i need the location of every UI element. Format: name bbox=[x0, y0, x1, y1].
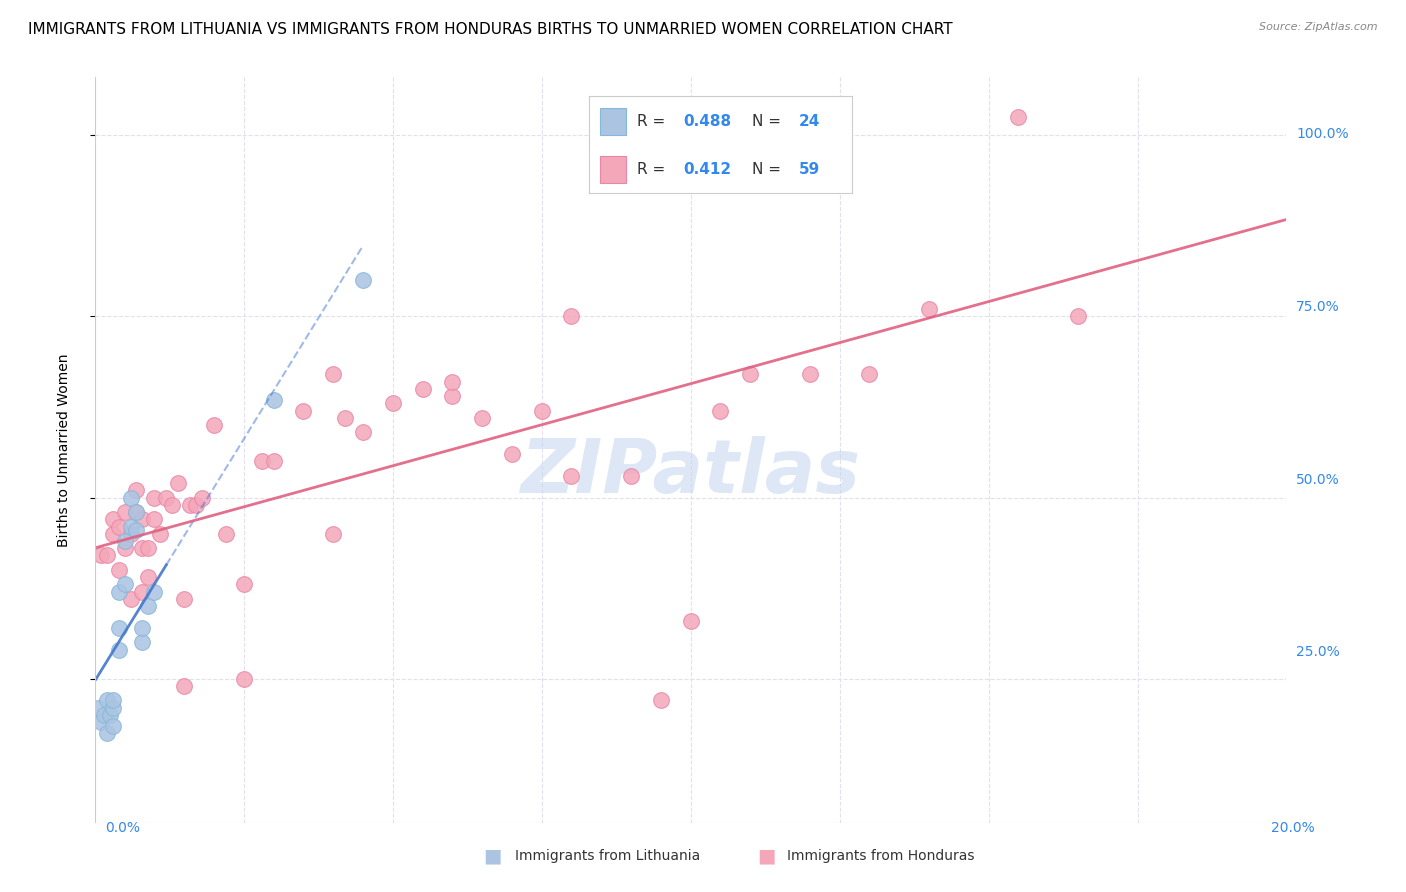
Point bbox=[381, 396, 404, 410]
Point bbox=[101, 719, 124, 733]
Point bbox=[125, 523, 148, 537]
Point bbox=[138, 599, 160, 614]
Point bbox=[560, 310, 582, 324]
Point bbox=[155, 491, 177, 505]
Point bbox=[799, 368, 821, 382]
Point bbox=[131, 635, 153, 649]
Point bbox=[120, 491, 142, 505]
Point bbox=[101, 700, 124, 714]
Point bbox=[98, 707, 121, 722]
Point bbox=[114, 534, 136, 549]
Text: IMMIGRANTS FROM LITHUANIA VS IMMIGRANTS FROM HONDURAS BIRTHS TO UNMARRIED WOMEN : IMMIGRANTS FROM LITHUANIA VS IMMIGRANTS … bbox=[28, 22, 953, 37]
Point bbox=[1067, 310, 1090, 324]
Point bbox=[441, 389, 464, 403]
Point bbox=[120, 526, 142, 541]
Point bbox=[263, 454, 285, 468]
Text: Immigrants from Lithuania: Immigrants from Lithuania bbox=[515, 849, 700, 863]
Point bbox=[114, 577, 136, 591]
Point bbox=[333, 410, 356, 425]
Point bbox=[322, 526, 344, 541]
Point bbox=[560, 468, 582, 483]
Point bbox=[125, 505, 148, 519]
Point bbox=[173, 679, 195, 693]
Text: Source: ZipAtlas.com: Source: ZipAtlas.com bbox=[1260, 22, 1378, 32]
Point bbox=[149, 526, 172, 541]
Point bbox=[131, 621, 153, 635]
Point bbox=[120, 519, 142, 533]
Point bbox=[232, 577, 254, 591]
Point bbox=[101, 512, 124, 526]
Point bbox=[96, 549, 118, 563]
Point bbox=[322, 368, 344, 382]
Point bbox=[107, 519, 129, 533]
Point bbox=[143, 512, 166, 526]
Point bbox=[412, 382, 434, 396]
Point bbox=[120, 591, 142, 606]
Point bbox=[96, 693, 118, 707]
Text: Immigrants from Honduras: Immigrants from Honduras bbox=[787, 849, 974, 863]
Point bbox=[125, 483, 148, 498]
Point bbox=[138, 570, 160, 584]
Point bbox=[167, 476, 190, 491]
Point bbox=[107, 584, 129, 599]
Text: ■: ■ bbox=[756, 847, 776, 866]
Point bbox=[215, 526, 238, 541]
Point bbox=[352, 273, 374, 287]
Point bbox=[709, 403, 731, 417]
Point bbox=[679, 614, 702, 628]
Point bbox=[441, 375, 464, 389]
Point bbox=[90, 715, 112, 730]
Point bbox=[263, 392, 285, 407]
Point bbox=[93, 707, 115, 722]
Point bbox=[202, 418, 225, 433]
Point bbox=[114, 541, 136, 556]
Point bbox=[173, 591, 195, 606]
Point bbox=[292, 403, 315, 417]
Point bbox=[232, 672, 254, 686]
Point bbox=[138, 541, 160, 556]
Point bbox=[250, 454, 273, 468]
Point bbox=[125, 505, 148, 519]
Point bbox=[191, 491, 214, 505]
Point bbox=[131, 584, 153, 599]
Point bbox=[131, 512, 153, 526]
Point bbox=[352, 425, 374, 440]
Point bbox=[162, 498, 184, 512]
Point bbox=[143, 491, 166, 505]
Point bbox=[858, 368, 880, 382]
Point bbox=[143, 584, 166, 599]
Y-axis label: Births to Unmarried Women: Births to Unmarried Women bbox=[58, 354, 72, 547]
Point bbox=[620, 468, 643, 483]
Point bbox=[179, 498, 201, 512]
Point bbox=[740, 368, 762, 382]
Point bbox=[101, 693, 124, 707]
Point bbox=[1007, 110, 1029, 124]
Point bbox=[101, 526, 124, 541]
Point bbox=[650, 693, 672, 707]
Point bbox=[96, 726, 118, 740]
Point bbox=[918, 302, 941, 317]
Text: 0.0%: 0.0% bbox=[105, 821, 141, 835]
Point bbox=[114, 505, 136, 519]
Point bbox=[107, 642, 129, 657]
Point bbox=[501, 447, 523, 461]
Point bbox=[87, 700, 110, 714]
Point bbox=[184, 498, 207, 512]
Point bbox=[679, 110, 702, 124]
Text: ■: ■ bbox=[482, 847, 502, 866]
Point bbox=[471, 410, 494, 425]
Text: ZIPatlas: ZIPatlas bbox=[520, 436, 860, 509]
Point bbox=[107, 563, 129, 577]
Text: 20.0%: 20.0% bbox=[1271, 821, 1315, 835]
Point bbox=[530, 403, 553, 417]
Point bbox=[90, 549, 112, 563]
Point bbox=[107, 621, 129, 635]
Point bbox=[131, 541, 153, 556]
